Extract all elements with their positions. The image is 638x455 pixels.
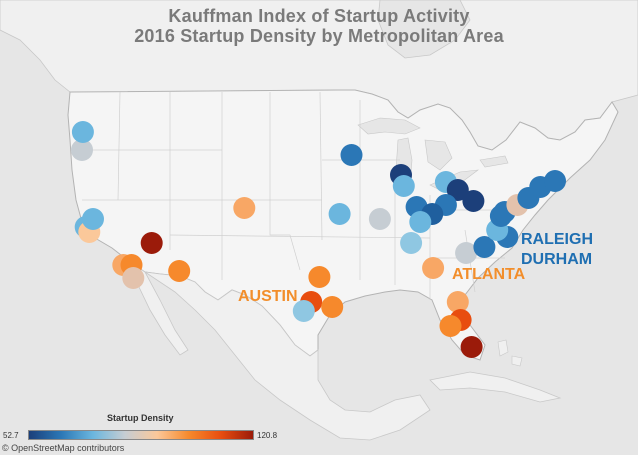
hudson-bay: [377, 0, 471, 59]
lake-superior: [357, 117, 421, 135]
metro-marker-raleigh-durham[interactable]: [473, 236, 496, 258]
lake-ontario: [479, 155, 509, 168]
metro-marker-miami[interactable]: [460, 336, 483, 358]
metro-marker-chicago[interactable]: [392, 175, 415, 197]
map-title-line2: 2016 Startup Density by Metropolitan Are…: [134, 26, 504, 46]
cuba-land: [429, 371, 562, 403]
city-label-raleigh: RALEIGH: [521, 231, 593, 248]
legend-color-bar: [28, 430, 254, 440]
legend-min-value: 52.7: [3, 431, 19, 440]
metro-marker-boston[interactable]: [544, 170, 566, 192]
metro-marker-st-louis[interactable]: [368, 208, 391, 230]
city-label-durham: DURHAM: [521, 251, 593, 268]
metro-marker-san-diego[interactable]: [122, 267, 145, 289]
metro-marker-denver[interactable]: [233, 197, 256, 219]
legend-max-value: 120.8: [257, 431, 278, 440]
metro-marker-tampa[interactable]: [439, 315, 462, 337]
metro-marker-sacramento[interactable]: [82, 208, 104, 230]
metro-marker-jacksonville[interactable]: [446, 291, 469, 313]
metro-marker-phoenix[interactable]: [168, 260, 191, 282]
bahamas-land: [497, 339, 523, 367]
metro-marker-dallas[interactable]: [308, 266, 331, 288]
mexico-land: [144, 271, 431, 441]
metro-marker-portland[interactable]: [71, 139, 93, 161]
metro-marker-pittsburgh[interactable]: [462, 190, 485, 212]
legend-title: Startup Density: [107, 413, 174, 423]
metro-marker-houston[interactable]: [321, 296, 344, 318]
city-label-austin: AUSTIN: [238, 288, 298, 305]
city-label-atlanta: ATLANTA: [452, 266, 526, 283]
metro-marker-cleveland[interactable]: [446, 179, 469, 201]
metro-marker-las-vegas[interactable]: [140, 232, 163, 254]
map-title-line1: Kauffman Index of Startup Activity: [168, 6, 470, 26]
metro-markers: [71, 121, 566, 358]
metro-marker-atlanta[interactable]: [422, 257, 445, 279]
metro-marker-charlotte[interactable]: [455, 242, 478, 264]
lake-huron: [424, 139, 453, 171]
metro-marker-nashville[interactable]: [400, 232, 423, 254]
metro-marker-louisville[interactable]: [409, 211, 432, 233]
metro-marker-seattle-area[interactable]: [71, 121, 94, 143]
metro-marker-kansas-city[interactable]: [328, 203, 351, 225]
metro-marker-minneapolis[interactable]: [340, 144, 363, 166]
metro-marker-san-antonio[interactable]: [292, 300, 315, 322]
baja-land: [129, 261, 189, 356]
map-attribution: © OpenStreetMap contributors: [2, 443, 125, 453]
